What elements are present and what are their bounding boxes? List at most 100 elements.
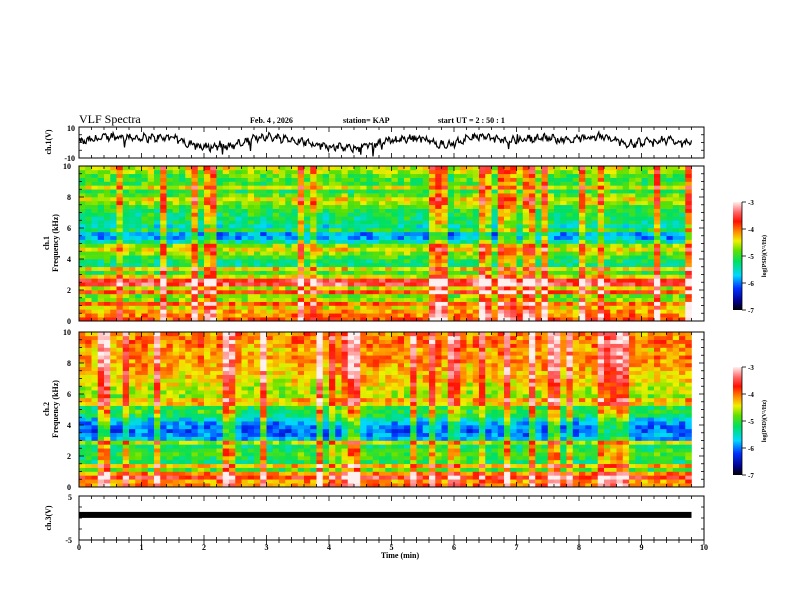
spectrogram-cell: [329, 181, 336, 186]
spectrogram-cell: [122, 297, 130, 302]
spectrogram-cell: [304, 309, 311, 314]
spectrogram-cell: [272, 231, 280, 237]
spectrogram-cell: [404, 173, 411, 178]
spectrogram-cell: [254, 317, 261, 322]
spectrogram-cell: [116, 173, 124, 178]
spectrogram-cell: [491, 197, 499, 202]
spectrogram-cell: [254, 467, 261, 472]
spectrogram-cell: [147, 282, 155, 287]
spectrogram-cell: [641, 173, 649, 178]
spectrogram-cell: [491, 239, 499, 244]
spectrogram-cell: [597, 301, 605, 306]
spectrogram-cell: [554, 290, 561, 295]
spectrogram-cell: [679, 286, 686, 291]
spectrogram-cell: [560, 189, 567, 194]
spectrogram-cell: [160, 169, 167, 175]
spectrogram-cell: [141, 235, 149, 240]
spectrogram-cell: [260, 197, 267, 202]
spectrogram-cell: [529, 212, 536, 217]
spectrogram-cell: [135, 193, 142, 198]
spectrogram-cell: [385, 266, 392, 271]
spectrogram-cell: [497, 243, 505, 248]
spectrogram-cell: [204, 216, 211, 221]
spectrogram-cell: [116, 259, 124, 264]
spectrogram-cell: [497, 266, 505, 271]
spectrogram-cell: [272, 293, 280, 299]
spectrogram-cell: [391, 456, 399, 461]
spectrogram-cell: [679, 297, 686, 302]
spectrogram-cell: [172, 456, 180, 461]
spectrogram-cell: [216, 290, 224, 295]
spectrogram-cell: [635, 290, 642, 295]
spectrogram-cell: [154, 463, 161, 468]
spectrogram-cell: [235, 259, 242, 264]
spectrogram-cell: [229, 239, 236, 244]
spectrogram-cell: [479, 200, 486, 206]
spectrogram-cell: [110, 243, 117, 248]
spectrogram-cell: [560, 293, 567, 299]
spectrogram-cell: [666, 185, 674, 190]
spectrogram-cell: [604, 247, 611, 252]
spectrogram-cell: [335, 208, 342, 213]
spectrogram-cell: [660, 181, 667, 186]
spectrogram-cell: [441, 235, 449, 240]
spectrogram-cell: [497, 173, 505, 178]
spectrogram-cell: [391, 231, 399, 237]
spectrogram-cell: [104, 189, 111, 194]
spectrogram-cell: [241, 228, 249, 233]
spectrogram-cell: [466, 169, 474, 175]
spectrogram-cell: [597, 270, 605, 275]
spectrogram-cell: [591, 216, 599, 221]
spectrogram-cell: [566, 228, 574, 233]
spectrogram-cell: [597, 189, 605, 194]
spectrogram-cell: [610, 169, 617, 175]
spectrogram-cell: [91, 235, 99, 240]
spectrogram-cell: [147, 235, 155, 240]
spectrogram-cell: [660, 166, 667, 171]
spectrogram-cell: [497, 181, 505, 186]
spectrogram-cell: [491, 286, 499, 291]
spectrogram-cell: [85, 290, 92, 295]
spectrogram-cell: [560, 479, 567, 484]
spectrogram-cell: [116, 297, 124, 302]
spectrogram-cell: [541, 231, 549, 237]
spectrogram-cell: [347, 169, 355, 175]
spectrogram-cell: [429, 290, 436, 295]
spectrogram-cell: [235, 251, 242, 256]
spectrogram-cell: [91, 189, 99, 194]
spectrogram-cell: [460, 274, 467, 279]
spectrogram-cell: [91, 185, 99, 190]
spectrogram-cell: [647, 483, 655, 488]
spectrogram-cell: [579, 185, 586, 190]
spectrogram-cell: [122, 270, 130, 275]
spectrogram-cell: [310, 169, 317, 175]
spectrogram-cell: [254, 239, 261, 244]
spectrogram-cell: [591, 467, 599, 472]
spectrogram-cell: [154, 243, 161, 248]
spectrogram-cell: [210, 255, 217, 260]
spectrogram-cell: [510, 463, 517, 468]
spectrogram-cell: [341, 224, 349, 229]
spectrogram-cell: [354, 193, 361, 198]
spectrogram-cell: [641, 228, 649, 233]
spectrogram-cell: [91, 456, 99, 461]
spectrogram-cell: [397, 220, 405, 225]
spectrogram-cell: [160, 204, 167, 209]
spectrogram-cell: [647, 177, 655, 182]
spectrogram-cell: [304, 204, 311, 209]
spectrogram-cell: [204, 301, 211, 306]
spectrogram-cell: [416, 197, 424, 202]
spectrogram-cell: [304, 247, 311, 252]
spectrogram-cell: [454, 266, 461, 271]
spectrogram-cell: [260, 293, 267, 299]
spectrogram-cell: [547, 216, 555, 221]
spectrogram-cell: [304, 197, 311, 202]
spectrogram-cell: [566, 200, 574, 206]
spectrogram-cell: [279, 483, 286, 488]
spectrogram-cell: [379, 317, 386, 322]
spectrogram-cell: [516, 197, 524, 202]
spectrogram-cell: [116, 475, 124, 480]
spectrogram-cell: [154, 290, 161, 295]
spectrogram-cell: [479, 309, 486, 314]
spectrogram-cell: [397, 173, 405, 178]
